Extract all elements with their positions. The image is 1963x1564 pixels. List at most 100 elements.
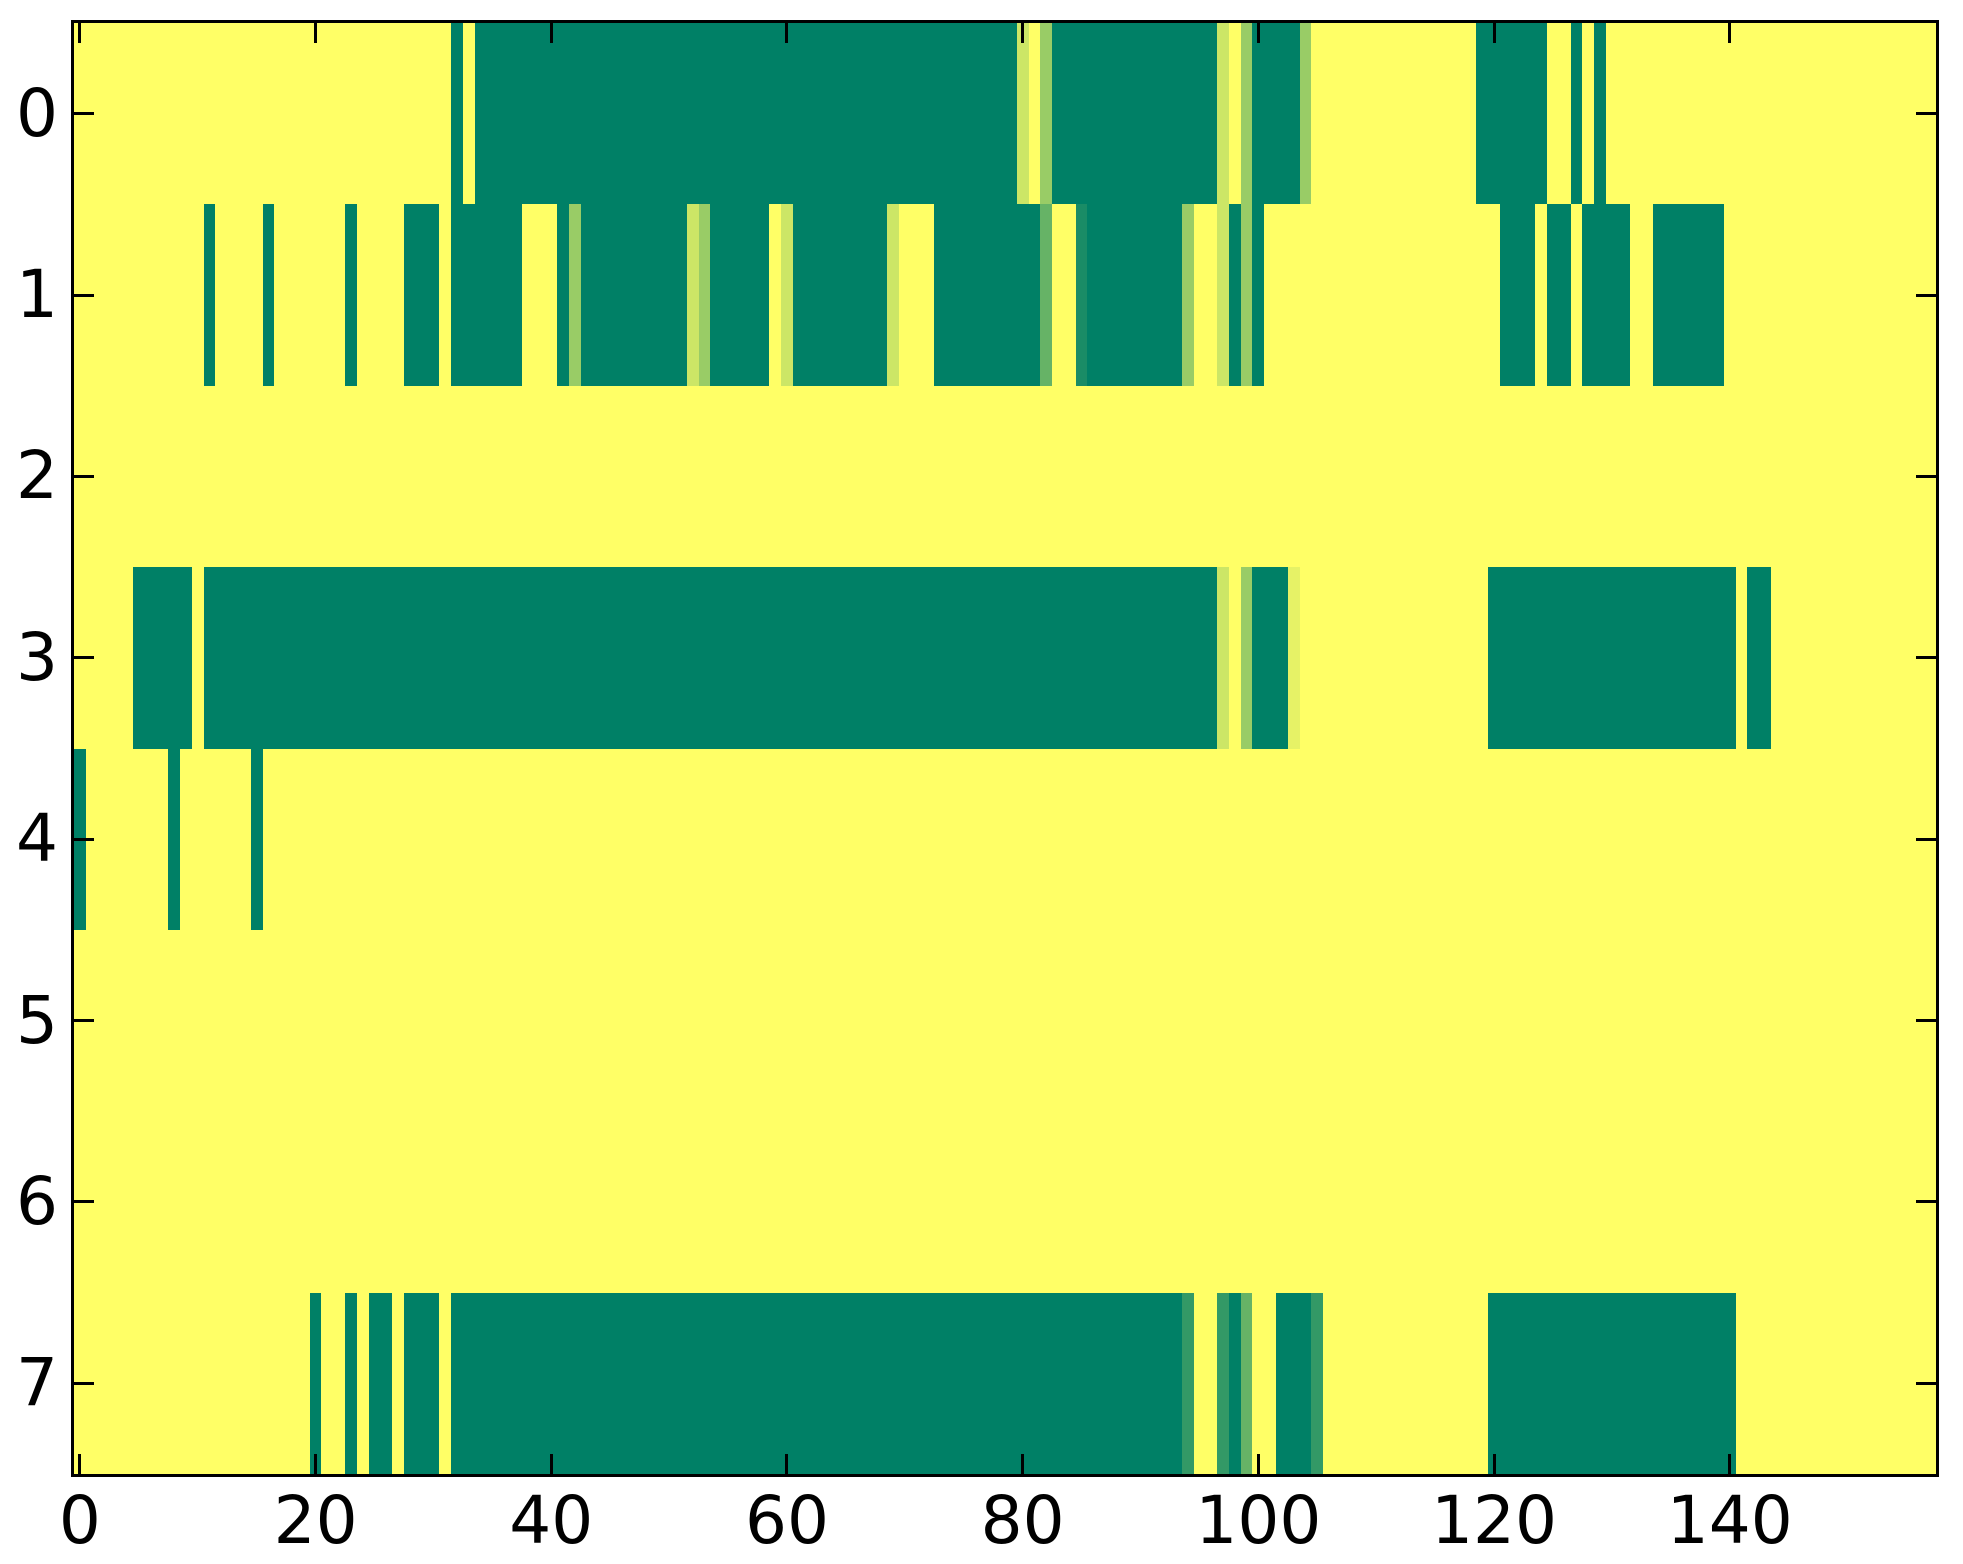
y-tick xyxy=(74,1200,94,1204)
x-tick-label: 60 xyxy=(744,1482,829,1559)
x-tick-label: 100 xyxy=(1195,1482,1322,1559)
y-tick-label: 2 xyxy=(16,437,58,515)
heatmap-cell xyxy=(250,748,263,930)
heatmap-cell xyxy=(1252,23,1300,205)
heatmap-cell xyxy=(1240,23,1253,205)
heatmap-cell xyxy=(1181,1292,1194,1474)
heatmap-cell xyxy=(451,1292,1182,1474)
heatmap-cell xyxy=(781,204,793,386)
y-tick-label: 6 xyxy=(16,1162,58,1240)
heatmap-cell xyxy=(1252,567,1288,749)
y-tick xyxy=(1916,293,1936,297)
heatmap-cell xyxy=(557,204,569,386)
heatmap-cell xyxy=(710,204,770,386)
x-tick xyxy=(1256,1454,1260,1474)
heatmap-cell xyxy=(309,1292,322,1474)
heatmap-cell xyxy=(1240,567,1253,749)
heatmap-cell xyxy=(1476,23,1548,205)
y-tick-label: 5 xyxy=(16,981,58,1059)
y-tick-label: 0 xyxy=(16,74,58,152)
x-tick xyxy=(1728,23,1732,43)
heatmap-cell xyxy=(1488,1292,1736,1474)
heatmap-cell xyxy=(792,204,888,386)
heatmap-cell xyxy=(568,204,581,386)
heatmap-cell xyxy=(1217,204,1229,386)
x-tick xyxy=(78,23,82,43)
y-tick xyxy=(74,474,94,478)
heatmap-cell xyxy=(1276,1292,1312,1474)
x-tick-label: 120 xyxy=(1431,1482,1558,1559)
x-tick xyxy=(549,23,553,43)
y-tick xyxy=(74,293,94,297)
heatmap-cell xyxy=(1488,567,1736,749)
y-tick xyxy=(1916,837,1936,841)
y-tick xyxy=(74,112,94,116)
heatmap-cell xyxy=(203,204,216,386)
heatmap-cell xyxy=(1252,204,1265,386)
heatmap-cell xyxy=(1228,204,1241,386)
x-tick xyxy=(78,1454,82,1474)
heatmap-cell xyxy=(1570,23,1583,205)
heatmap-cell xyxy=(1299,23,1312,205)
plot-area xyxy=(71,20,1939,1477)
x-tick-label: 40 xyxy=(509,1482,594,1559)
x-tick xyxy=(1728,1454,1732,1474)
heatmap-cell xyxy=(1052,23,1218,205)
y-tick xyxy=(1916,656,1936,660)
y-tick-label: 4 xyxy=(16,800,58,878)
heatmap-cell xyxy=(132,567,192,749)
heatmap-cell xyxy=(1547,204,1571,386)
y-tick xyxy=(74,837,94,841)
heatmap-cell xyxy=(451,204,522,386)
heatmap-cell xyxy=(1582,204,1630,386)
heatmap-cell xyxy=(686,204,699,386)
heatmap-cell xyxy=(1217,23,1229,205)
heatmap-cell xyxy=(1311,1292,1324,1474)
heatmap-cell xyxy=(203,567,1218,749)
heatmap-cell xyxy=(1747,567,1771,749)
heatmap-cell xyxy=(1228,1292,1241,1474)
heatmap-cell xyxy=(1240,1292,1253,1474)
heatmap-cell xyxy=(934,204,1041,386)
heatmap-cell xyxy=(1217,567,1229,749)
x-tick xyxy=(1256,23,1260,43)
heatmap-cell xyxy=(1040,204,1053,386)
y-tick xyxy=(74,1019,94,1023)
x-tick-label: 0 xyxy=(58,1482,101,1559)
heatmap-cell xyxy=(1653,204,1724,386)
y-tick xyxy=(74,656,94,660)
x-tick-label: 80 xyxy=(980,1482,1065,1559)
heatmap-cell xyxy=(403,1292,440,1474)
heatmap-cell xyxy=(345,204,357,386)
heatmap-cell xyxy=(1075,204,1088,386)
heatmap-cell xyxy=(1016,23,1029,205)
heatmap-cell xyxy=(1287,567,1300,749)
y-tick-label: 7 xyxy=(16,1344,58,1422)
x-tick-label: 140 xyxy=(1666,1482,1793,1559)
heatmap-cell xyxy=(345,1292,357,1474)
x-tick xyxy=(549,1454,553,1474)
heatmap-cell xyxy=(451,23,463,205)
heatmap-cell xyxy=(580,204,687,386)
y-tick xyxy=(1916,474,1936,478)
x-tick xyxy=(1021,23,1025,43)
heatmap-cell xyxy=(698,204,711,386)
heatmap-cell xyxy=(1087,204,1182,386)
heatmap-cell xyxy=(474,23,1017,205)
heatmap-cell xyxy=(1040,23,1053,205)
heatmap-cell xyxy=(1594,23,1607,205)
heatmap-cell xyxy=(262,204,275,386)
heatmap-cell xyxy=(1240,204,1253,386)
y-tick xyxy=(1916,1381,1936,1385)
heatmap-cell xyxy=(368,1292,393,1474)
x-tick xyxy=(1021,1454,1025,1474)
y-tick xyxy=(1916,112,1936,116)
x-tick xyxy=(785,1454,789,1474)
y-tick xyxy=(74,1381,94,1385)
heatmap-cell xyxy=(1499,204,1536,386)
y-tick xyxy=(1916,1200,1936,1204)
x-tick-label: 20 xyxy=(273,1482,358,1559)
x-tick xyxy=(314,1454,318,1474)
heatmap-cell xyxy=(403,204,440,386)
